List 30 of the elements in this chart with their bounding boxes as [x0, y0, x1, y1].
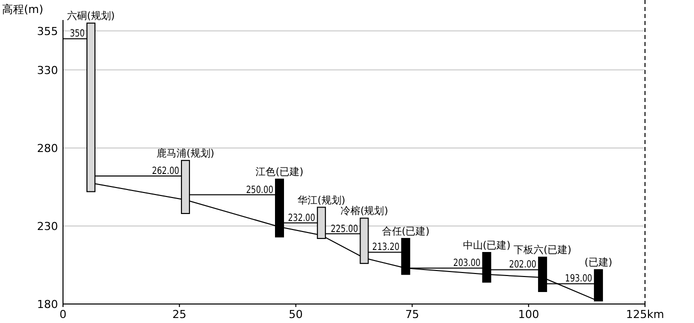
y-tick-label: 330: [37, 64, 58, 77]
data-label: 203.00: [453, 258, 481, 270]
y-tick-label: 355: [37, 24, 58, 38]
data-label: 213.20: [372, 242, 400, 254]
y-axis-title: 高程(m): [2, 3, 44, 16]
x-tick-label: 75: [405, 308, 420, 321]
annotation: (已建): [584, 256, 612, 269]
y-tick-label: 230: [37, 220, 58, 233]
x-tick-label: 0: [60, 308, 66, 321]
annotation: 下板六(已建): [514, 244, 572, 256]
data-label: 232.00: [288, 213, 316, 224]
x-tick-label: 25: [172, 308, 186, 321]
x-tick-label: 125km: [626, 308, 664, 321]
annotation: 冷榕(规划): [340, 205, 388, 218]
data-label: 202.00: [509, 260, 537, 272]
y-tick-label: 180: [37, 298, 58, 311]
annotation: 鹿马浦(规划): [156, 147, 214, 160]
annotation: 江色(已建): [256, 166, 304, 178]
annotation: 六硐(规划): [67, 10, 115, 22]
data-label: 193.00: [565, 274, 593, 286]
annotation: 合任(已建): [382, 225, 430, 238]
y-tick-label: 280: [37, 142, 58, 155]
annotation: 华江(规划): [298, 194, 346, 206]
data-label: 250.00: [246, 184, 274, 196]
data-label: 350: [70, 28, 86, 40]
x-tick-label: 100: [518, 308, 540, 321]
x-tick-label: 50: [288, 308, 303, 321]
data-label: 262.00: [152, 166, 180, 178]
annotation: 中山(已建): [462, 240, 511, 252]
data-label: 225.00: [330, 224, 358, 236]
